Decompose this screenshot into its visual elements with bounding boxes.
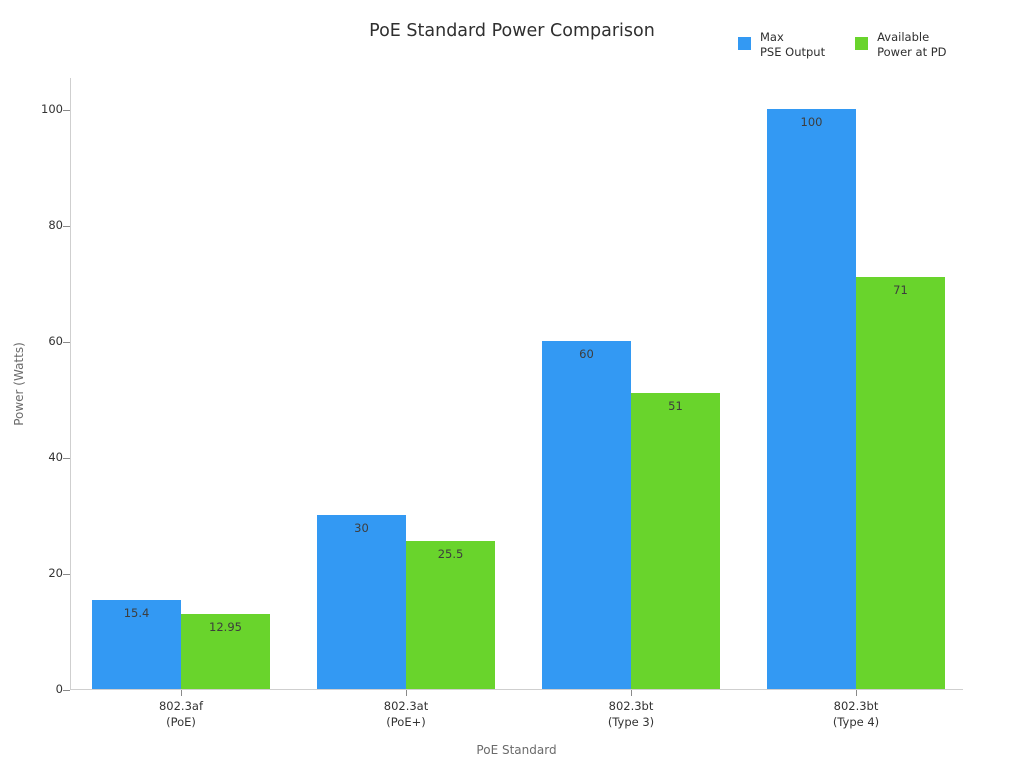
- bar-max-pse-output-1: [317, 515, 406, 689]
- y-tick-label: 100: [41, 102, 63, 116]
- x-tick-label-line2: (PoE): [166, 715, 196, 729]
- x-tick-label-line1: 802.3af: [158, 699, 204, 713]
- bar-available-power-at-pd-2: [631, 393, 720, 689]
- x-tick-label-line1: 802.3bt: [608, 699, 654, 713]
- y-tick-mark: [63, 690, 70, 691]
- legend-item-max-pse-output: Max PSE Output: [738, 30, 825, 60]
- y-tick-label: 20: [48, 566, 63, 580]
- bar-available-power-at-pd-1: [406, 541, 495, 689]
- x-tick-label-line2: (Type 3): [607, 715, 655, 729]
- bar-value-label-available-power-at-pd-2: 51: [668, 399, 683, 414]
- bar-max-pse-output-2: [542, 341, 631, 689]
- bar-max-pse-output-3: [767, 109, 856, 689]
- bar-value-label-available-power-at-pd-0: 12.95: [209, 619, 242, 634]
- x-tick-label-line1: 802.3at: [383, 699, 429, 713]
- x-tick-label-line2: (Type 4): [832, 715, 880, 729]
- y-tick-mark: [63, 574, 70, 575]
- y-tick-label: 40: [48, 450, 63, 464]
- x-axis-title: PoE Standard: [476, 743, 557, 757]
- y-tick-label: 80: [48, 218, 63, 232]
- y-axis-title: Power (Watts): [12, 342, 26, 426]
- x-tick-label: 802.3af (PoE): [101, 698, 261, 730]
- x-tick-label-line1: 802.3bt: [833, 699, 879, 713]
- x-tick-label: 802.3bt (Type 4): [776, 698, 936, 730]
- bar-value-label-max-pse-output-1: 30: [354, 521, 369, 535]
- y-tick-label: 0: [55, 682, 63, 696]
- bar-value-label-available-power-at-pd-1: 25.5: [437, 547, 464, 562]
- y-tick-mark: [63, 110, 70, 111]
- bar-available-power-at-pd-0: [181, 613, 270, 689]
- bar-value-label-max-pse-output-0: 15.4: [123, 605, 150, 620]
- bar-max-pse-output-0: [92, 599, 181, 689]
- y-tick-mark: [63, 226, 70, 227]
- bar-available-power-at-pd-3: [856, 277, 945, 689]
- x-tick-label: 802.3at (PoE+): [326, 698, 486, 730]
- x-tick-mark: [631, 690, 632, 696]
- legend-item-available-power-at-pd: Available Power at PD: [855, 30, 947, 60]
- bar-value-label-available-power-at-pd-3: 71: [893, 283, 908, 298]
- chart-title: PoE Standard Power Comparison: [369, 21, 655, 41]
- plot-area: 0 20 40 60 80 100 802.3af (PoE) 802.3at (PoE+) 80…: [41, 78, 963, 729]
- legend: Max PSE Output Available Power at PD: [738, 30, 947, 60]
- x-tick-mark: [856, 690, 857, 696]
- bar-value-label-max-pse-output-3: 100: [800, 115, 823, 129]
- legend-label-available-power-at-pd: Available Power at PD: [877, 30, 947, 59]
- x-tick-label-line2: (PoE+): [386, 715, 426, 729]
- y-tick-label: 60: [48, 334, 63, 348]
- x-tick-mark: [181, 690, 182, 696]
- x-tick-mark: [406, 690, 407, 696]
- legend-swatch-max-pse-output: [738, 37, 751, 50]
- legend-label-max-pse-output: Max PSE Output: [760, 30, 826, 59]
- legend-swatch-available-power-at-pd: [855, 37, 869, 50]
- bar-value-label-max-pse-output-2: 60: [579, 347, 594, 361]
- y-tick-mark: [63, 342, 70, 343]
- x-tick-label: 802.3bt (Type 3): [551, 698, 711, 730]
- y-tick-mark: [63, 458, 70, 459]
